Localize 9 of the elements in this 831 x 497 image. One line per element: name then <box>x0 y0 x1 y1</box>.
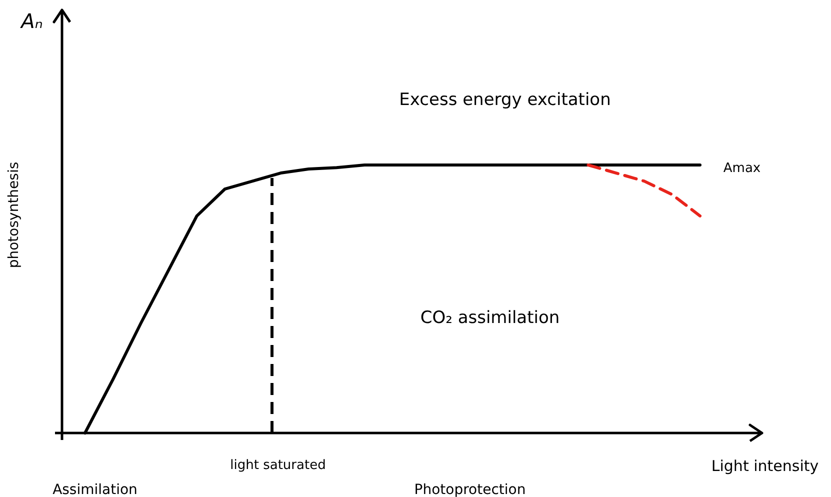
text: Excess energy excitation <box>399 90 611 110</box>
text: Assimilation <box>52 482 138 497</box>
x-axis-title: Light intensity <box>711 457 819 475</box>
y-axis-title: photosynthesis <box>6 162 22 268</box>
annotation: CO₂ assimilation <box>420 308 560 328</box>
text: Amax <box>723 161 761 176</box>
text: light saturated <box>230 458 326 473</box>
text: Aₙ <box>19 9 43 33</box>
text: Photoprotection <box>414 482 526 497</box>
